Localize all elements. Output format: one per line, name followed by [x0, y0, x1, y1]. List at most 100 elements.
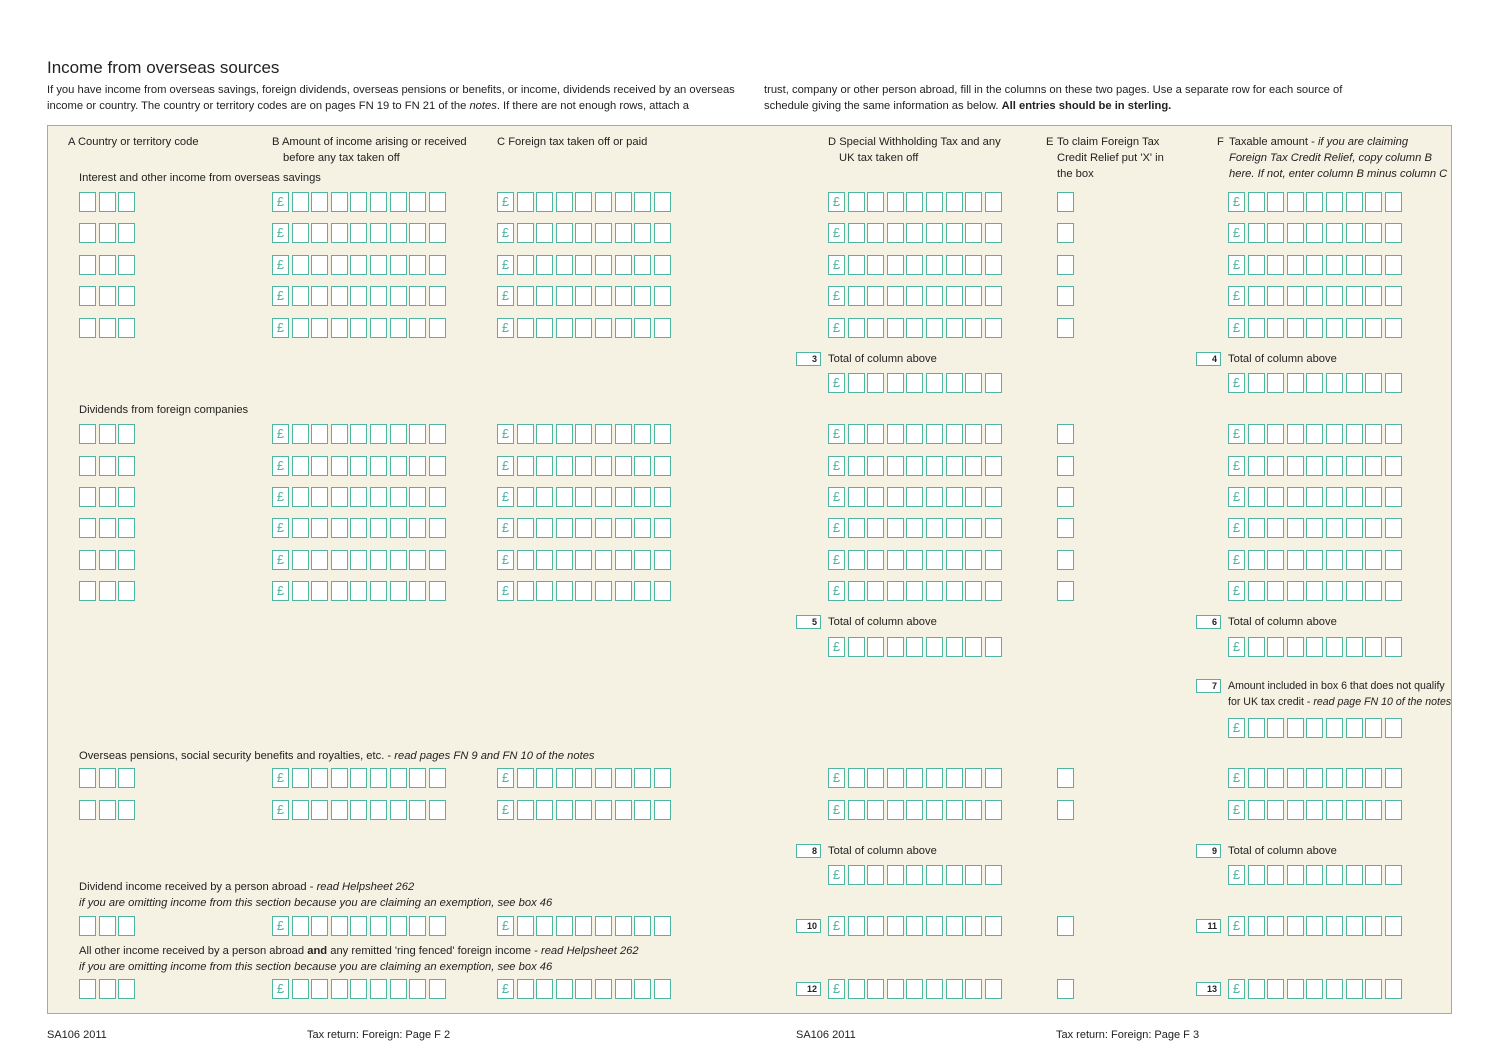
box-6-total-field-digit-3[interactable]	[1287, 637, 1304, 657]
row-13-taxable-field-digit-8[interactable]	[1385, 800, 1402, 820]
row-9-income-field-digit-8[interactable]	[429, 518, 446, 538]
row-12-taxable-field-digit-8[interactable]	[1385, 768, 1402, 788]
row-10-uk-tax-field-digit-1[interactable]	[848, 550, 865, 570]
row-4-taxable-field-digit-3[interactable]	[1287, 286, 1304, 306]
row-14-uk-tax-field-digit-5[interactable]	[926, 916, 943, 936]
box-5-total-field-digit-3[interactable]	[887, 637, 904, 657]
row-6-foreign-tax-field-digit-6[interactable]	[615, 424, 632, 444]
row-11-taxable-field-digit-1[interactable]	[1248, 581, 1265, 601]
row-10-uk-tax-field-digit-3[interactable]	[887, 550, 904, 570]
row-15-taxable-field-pound[interactable]: £	[1228, 979, 1245, 999]
row-2-uk-tax-field-pound[interactable]: £	[828, 223, 845, 243]
row-14-taxable-field-digit-7[interactable]	[1365, 916, 1382, 936]
row-7-uk-tax-field-digit-8[interactable]	[985, 456, 1002, 476]
row-11-taxable-field-digit-7[interactable]	[1365, 581, 1382, 601]
row-3-uk-tax-field-digit-2[interactable]	[867, 255, 884, 275]
row-14-country-code-char-2[interactable]	[99, 916, 116, 936]
row-1-uk-tax-field-pound[interactable]: £	[828, 192, 845, 212]
row-15-foreign-tax-field-digit-5[interactable]	[595, 979, 612, 999]
row-10-taxable-field-pound[interactable]: £	[1228, 550, 1245, 570]
row-2-country-code-char-2[interactable]	[99, 223, 116, 243]
row-7-foreign-tax-field-digit-8[interactable]	[654, 456, 671, 476]
row-1-income-field-digit-7[interactable]	[409, 192, 426, 212]
row-10-income-field-digit-5[interactable]	[370, 550, 387, 570]
row-8-uk-tax-field-digit-6[interactable]	[946, 487, 963, 507]
row-14-taxable-field-digit-6[interactable]	[1346, 916, 1363, 936]
row-8-income-field-digit-3[interactable]	[331, 487, 348, 507]
row-9-country-code-char-2[interactable]	[99, 518, 116, 538]
row-3-ftcr-checkbox[interactable]	[1057, 255, 1074, 275]
row-10-foreign-tax-field-digit-6[interactable]	[615, 550, 632, 570]
row-4-income-field-digit-1[interactable]	[292, 286, 309, 306]
row-8-taxable-field-pound[interactable]: £	[1228, 487, 1245, 507]
row-2-income-field-digit-4[interactable]	[350, 223, 367, 243]
row-1-taxable-field-digit-1[interactable]	[1248, 192, 1265, 212]
row-8-foreign-tax-field-digit-1[interactable]	[517, 487, 534, 507]
box-8-total-field-digit-7[interactable]	[965, 865, 982, 885]
row-10-uk-tax-field-pound[interactable]: £	[828, 550, 845, 570]
row-9-uk-tax-field-digit-5[interactable]	[926, 518, 943, 538]
row-6-income-field-digit-1[interactable]	[292, 424, 309, 444]
row-14-uk-tax-field-pound[interactable]: £	[828, 916, 845, 936]
row-6-uk-tax-field-digit-2[interactable]	[867, 424, 884, 444]
row-9-income-field-digit-7[interactable]	[409, 518, 426, 538]
row-4-taxable-field-digit-7[interactable]	[1365, 286, 1382, 306]
row-7-foreign-tax-field-digit-1[interactable]	[517, 456, 534, 476]
row-8-foreign-tax-field-pound[interactable]: £	[497, 487, 514, 507]
row-12-taxable-field-digit-7[interactable]	[1365, 768, 1382, 788]
row-2-uk-tax-field-digit-7[interactable]	[965, 223, 982, 243]
row-3-income-field-digit-4[interactable]	[350, 255, 367, 275]
row-12-taxable-field-digit-5[interactable]	[1326, 768, 1343, 788]
row-1-income-field-digit-6[interactable]	[390, 192, 407, 212]
row-3-foreign-tax-field-pound[interactable]: £	[497, 255, 514, 275]
row-8-foreign-tax-field-digit-6[interactable]	[615, 487, 632, 507]
row-3-income-field-digit-7[interactable]	[409, 255, 426, 275]
row-5-uk-tax-field-pound[interactable]: £	[828, 318, 845, 338]
row-10-income-field-digit-8[interactable]	[429, 550, 446, 570]
row-6-uk-tax-field-digit-4[interactable]	[906, 424, 923, 444]
row-15-ftcr-checkbox[interactable]	[1057, 979, 1074, 999]
row-5-income-field-digit-2[interactable]	[311, 318, 328, 338]
box-4-total-field-digit-8[interactable]	[1385, 373, 1402, 393]
row-5-uk-tax-field-digit-6[interactable]	[946, 318, 963, 338]
row-9-taxable-field-digit-8[interactable]	[1385, 518, 1402, 538]
row-12-country-code-char-2[interactable]	[99, 768, 116, 788]
row-12-uk-tax-field-digit-1[interactable]	[848, 768, 865, 788]
row-4-uk-tax-field-digit-3[interactable]	[887, 286, 904, 306]
row-5-foreign-tax-field-digit-7[interactable]	[634, 318, 651, 338]
box-5-total-field-digit-7[interactable]	[965, 637, 982, 657]
row-12-foreign-tax-field-digit-5[interactable]	[595, 768, 612, 788]
row-12-income-field-digit-3[interactable]	[331, 768, 348, 788]
row-1-foreign-tax-field-digit-1[interactable]	[517, 192, 534, 212]
row-2-income-field-digit-5[interactable]	[370, 223, 387, 243]
row-14-uk-tax-field-digit-7[interactable]	[965, 916, 982, 936]
row-11-income-field-pound[interactable]: £	[272, 581, 289, 601]
row-6-taxable-field-digit-8[interactable]	[1385, 424, 1402, 444]
row-10-uk-tax-field-digit-7[interactable]	[965, 550, 982, 570]
row-14-foreign-tax-field-digit-8[interactable]	[654, 916, 671, 936]
box-9-total-field-digit-6[interactable]	[1346, 865, 1363, 885]
row-2-taxable-field-digit-6[interactable]	[1346, 223, 1363, 243]
row-15-country-code-char-3[interactable]	[118, 979, 135, 999]
box-3-total-field-digit-1[interactable]	[848, 373, 865, 393]
row-11-taxable-field-digit-5[interactable]	[1326, 581, 1343, 601]
box-6-total-field-digit-4[interactable]	[1306, 637, 1323, 657]
row-15-taxable-field-digit-4[interactable]	[1306, 979, 1323, 999]
box-4-total-field-digit-3[interactable]	[1287, 373, 1304, 393]
box-3-total-field-digit-4[interactable]	[906, 373, 923, 393]
row-9-taxable-field-digit-1[interactable]	[1248, 518, 1265, 538]
box-7-field-digit-4[interactable]	[1306, 718, 1323, 738]
row-14-income-field-digit-4[interactable]	[350, 916, 367, 936]
row-10-taxable-field-digit-2[interactable]	[1267, 550, 1284, 570]
row-4-taxable-field-digit-1[interactable]	[1248, 286, 1265, 306]
row-10-taxable-field-digit-8[interactable]	[1385, 550, 1402, 570]
row-8-taxable-field-digit-8[interactable]	[1385, 487, 1402, 507]
row-1-income-field-pound[interactable]: £	[272, 192, 289, 212]
box-5-total-field-digit-5[interactable]	[926, 637, 943, 657]
row-2-taxable-field-digit-2[interactable]	[1267, 223, 1284, 243]
row-15-country-code-char-2[interactable]	[99, 979, 116, 999]
row-9-income-field-digit-1[interactable]	[292, 518, 309, 538]
row-14-taxable-field-digit-4[interactable]	[1306, 916, 1323, 936]
row-14-foreign-tax-field-digit-6[interactable]	[615, 916, 632, 936]
row-3-uk-tax-field-digit-7[interactable]	[965, 255, 982, 275]
